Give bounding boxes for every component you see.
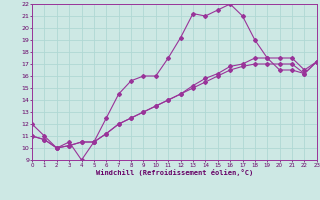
X-axis label: Windchill (Refroidissement éolien,°C): Windchill (Refroidissement éolien,°C) (96, 169, 253, 176)
